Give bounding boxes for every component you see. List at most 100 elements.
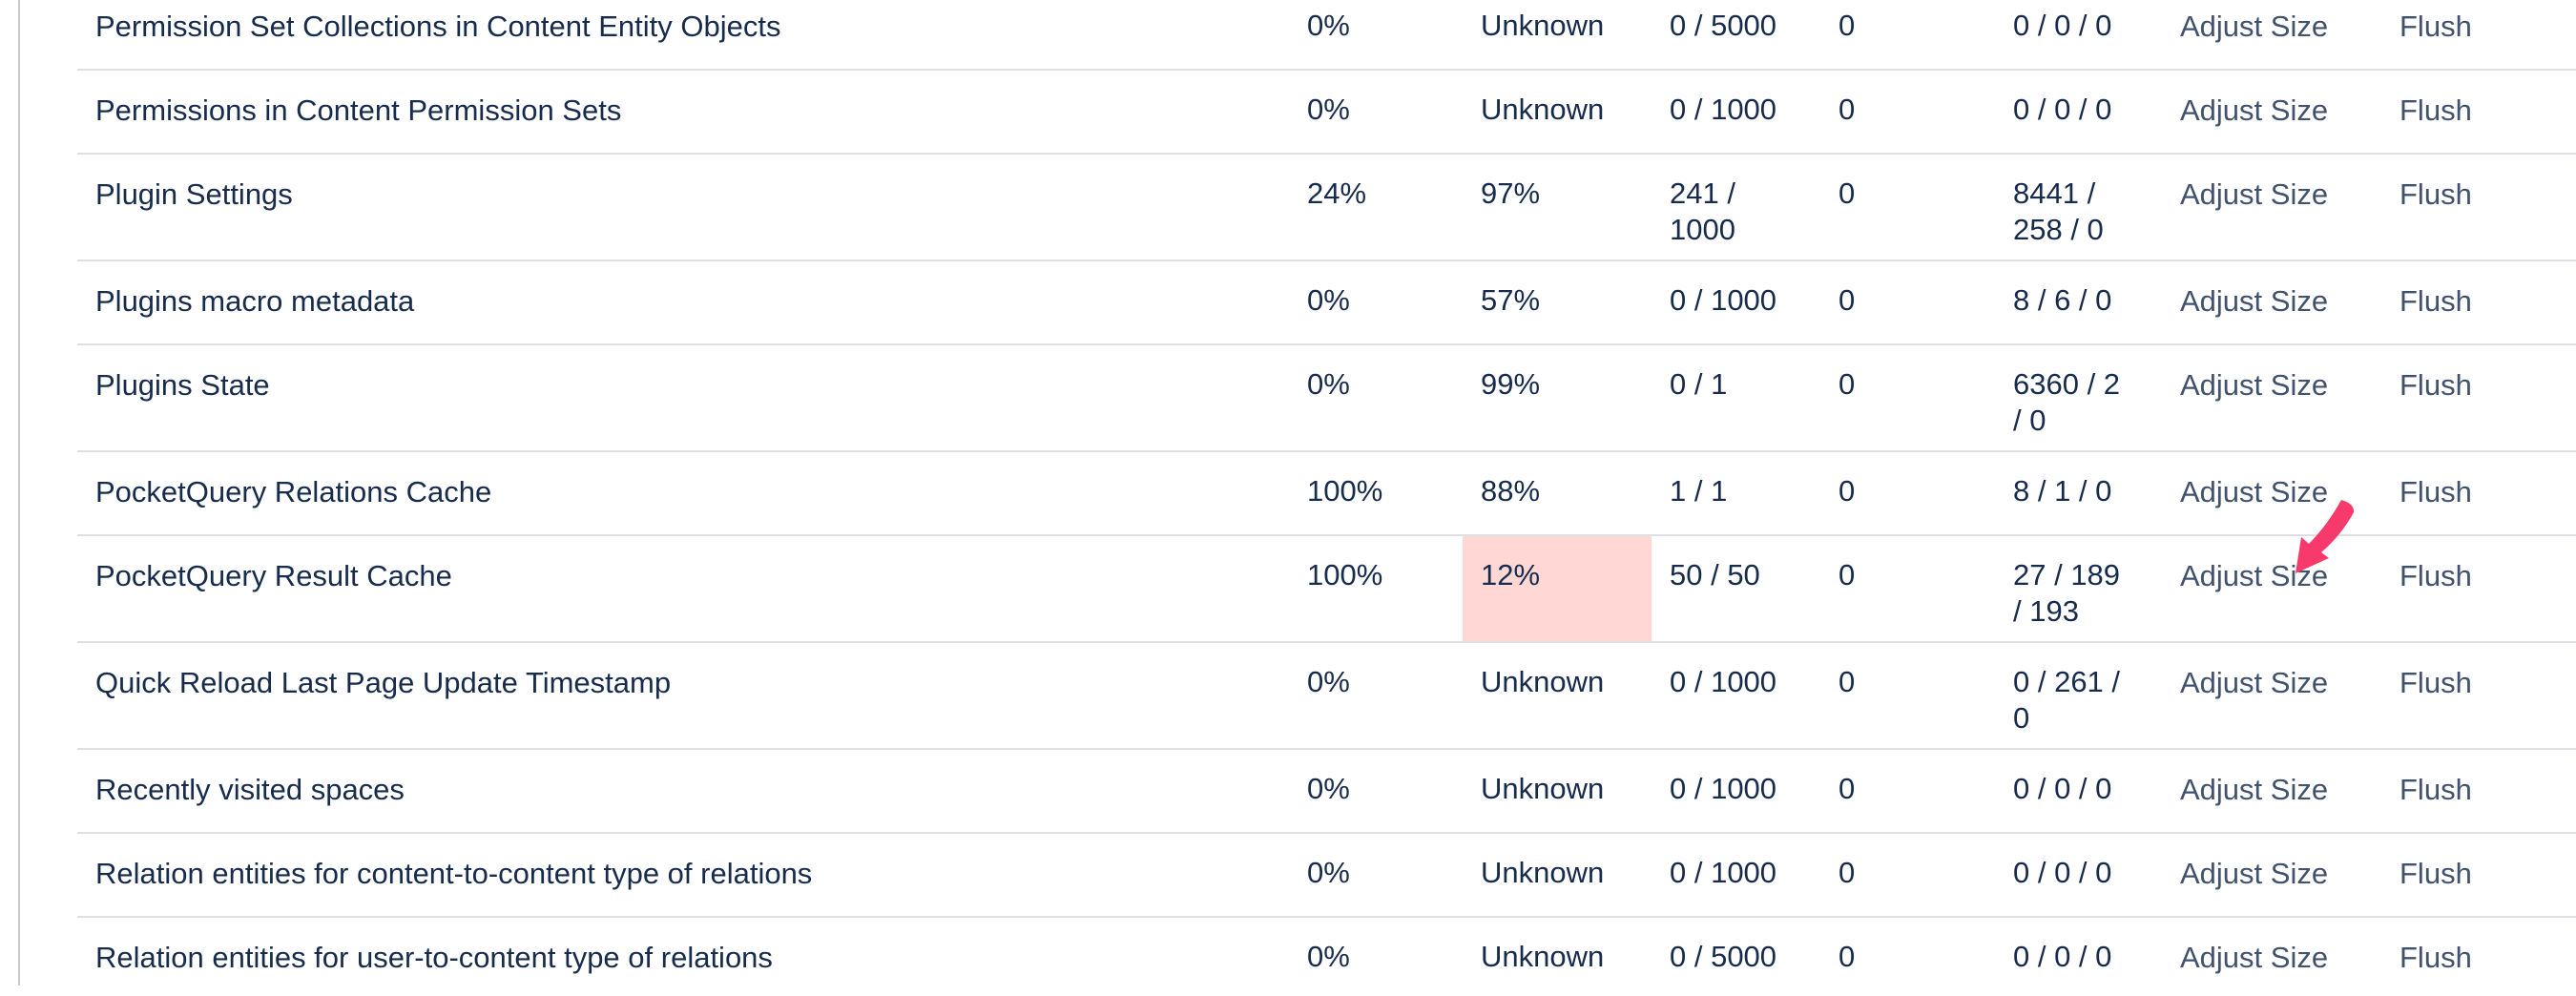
flush-link[interactable]: Flush [2399,857,2472,890]
cache-name: Plugins State [95,368,270,402]
cache-name: Permissions in Content Permission Sets [95,93,622,127]
hit-miss-expiry-value: 8441 / 258 / 0 [2013,176,2104,246]
hit-miss-expiry-value: 0 / 261 / 0 [2013,665,2121,735]
flush-cell: Flush [2381,344,2576,451]
adjust-size-cell: Adjust Size [2162,451,2381,535]
adjust-size-cell: Adjust Size [2162,535,2381,642]
flush-link[interactable]: Flush [2399,284,2472,318]
objects-size-value: 0 / 1000 [1670,665,1777,698]
hit-miss-expiry-value: 8 / 6 / 0 [2013,283,2112,317]
hit-miss-expiry-value: 8 / 1 / 0 [2013,474,2112,508]
adjust-size-cell: Adjust Size [2162,917,2381,996]
count-value: 0 [1839,558,1856,591]
table-row: Recently visited spaces 0% Unknown 0 / 1… [77,749,2576,833]
adjust-size-link[interactable]: Adjust Size [2180,177,2329,211]
cache-name: Plugins macro metadata [95,284,415,318]
percent-used-value: 0% [1307,283,1350,317]
objects-size-value: 0 / 1000 [1670,772,1777,805]
objects-size-value: 0 / 1000 [1670,93,1777,126]
flush-link[interactable]: Flush [2399,773,2472,806]
percent-used-value: 0% [1307,9,1350,42]
effectiveness-value: Unknown [1481,772,1605,805]
flush-link[interactable]: Flush [2399,10,2472,43]
adjust-size-link[interactable]: Adjust Size [2180,475,2329,508]
effectiveness-value: Unknown [1481,856,1605,889]
percent-used-value: 0% [1307,665,1350,698]
table-row: Plugins State 0% 99% 0 / 1 0 6360 / 2 / … [77,344,2576,451]
count-value: 0 [1839,283,1856,317]
percent-used-value: 24% [1307,176,1367,210]
adjust-size-link[interactable]: Adjust Size [2180,857,2329,890]
flush-link[interactable]: Flush [2399,666,2472,699]
table-row: Plugin Settings 24% 97% 241 / 1000 0 844… [77,154,2576,260]
effectiveness-value: 88% [1481,474,1541,508]
count-value: 0 [1839,176,1856,210]
flush-cell: Flush [2381,749,2576,833]
count-value: 0 [1839,772,1856,805]
objects-size-value: 0 / 1000 [1670,856,1777,889]
count-value: 0 [1839,93,1856,126]
effectiveness-value: Unknown [1481,940,1605,973]
objects-size-value: 1 / 1 [1670,474,1728,508]
adjust-size-link[interactable]: Adjust Size [2180,559,2329,592]
hit-miss-expiry-value: 27 / 189 / 193 [2013,558,2121,628]
effectiveness-value: Unknown [1481,665,1605,698]
flush-link[interactable]: Flush [2399,177,2472,211]
count-value: 0 [1839,940,1856,973]
percent-used-value: 0% [1307,772,1350,805]
percent-used-value: 0% [1307,856,1350,889]
adjust-size-cell: Adjust Size [2162,154,2381,260]
cache-table-wrap: Permission Set Collections in Content En… [77,0,2576,996]
hit-miss-expiry-value: 0 / 0 / 0 [2013,940,2112,973]
table-row: PocketQuery Result Cache 100% 12% 50 / 5… [77,535,2576,642]
hit-miss-expiry-value: 0 / 0 / 0 [2013,93,2112,126]
effectiveness-value: 57% [1481,283,1541,317]
count-value: 0 [1839,856,1856,889]
count-value: 0 [1839,9,1856,42]
objects-size-value: 0 / 5000 [1670,940,1777,973]
hit-miss-expiry-value: 6360 / 2 / 0 [2013,367,2121,437]
flush-cell: Flush [2381,260,2576,344]
table-row: Permissions in Content Permission Sets 0… [77,70,2576,154]
adjust-size-cell: Adjust Size [2162,0,2381,70]
adjust-size-link[interactable]: Adjust Size [2180,284,2329,318]
table-row: Plugins macro metadata 0% 57% 0 / 1000 0… [77,260,2576,344]
objects-size-value: 0 / 5000 [1670,9,1777,42]
adjust-size-link[interactable]: Adjust Size [2180,941,2329,974]
effectiveness-value: Unknown [1481,93,1605,126]
cache-name: Relation entities for content-to-content… [95,857,813,890]
percent-used-value: 100% [1307,474,1383,508]
table-row: Permission Set Collections in Content En… [77,0,2576,70]
effectiveness-value: Unknown [1481,9,1605,42]
percent-used-value: 0% [1307,93,1350,126]
hit-miss-expiry-value: 0 / 0 / 0 [2013,9,2112,42]
flush-cell: Flush [2381,0,2576,70]
adjust-size-cell: Adjust Size [2162,260,2381,344]
cache-name: PocketQuery Result Cache [95,559,452,592]
objects-size-value: 50 / 50 [1670,558,1760,591]
flush-link[interactable]: Flush [2399,941,2472,974]
adjust-size-link[interactable]: Adjust Size [2180,666,2329,699]
flush-link[interactable]: Flush [2399,475,2472,508]
cache-name: Quick Reload Last Page Update Timestamp [95,666,672,699]
flush-link[interactable]: Flush [2399,93,2472,127]
flush-link[interactable]: Flush [2399,559,2472,592]
percent-used-value: 100% [1307,558,1383,591]
adjust-size-link[interactable]: Adjust Size [2180,773,2329,806]
flush-cell: Flush [2381,642,2576,749]
effectiveness-value: 12% [1463,535,1652,642]
adjust-size-link[interactable]: Adjust Size [2180,93,2329,127]
flush-cell: Flush [2381,917,2576,996]
flush-cell: Flush [2381,451,2576,535]
flush-cell: Flush [2381,535,2576,642]
adjust-size-link[interactable]: Adjust Size [2180,10,2329,43]
flush-cell: Flush [2381,70,2576,154]
cache-name: Recently visited spaces [95,773,405,806]
panel-left-border [18,0,20,986]
flush-link[interactable]: Flush [2399,368,2472,402]
percent-used-value: 0% [1307,940,1350,973]
adjust-size-link[interactable]: Adjust Size [2180,368,2329,402]
table-row: Relation entities for user-to-content ty… [77,917,2576,996]
adjust-size-cell: Adjust Size [2162,749,2381,833]
